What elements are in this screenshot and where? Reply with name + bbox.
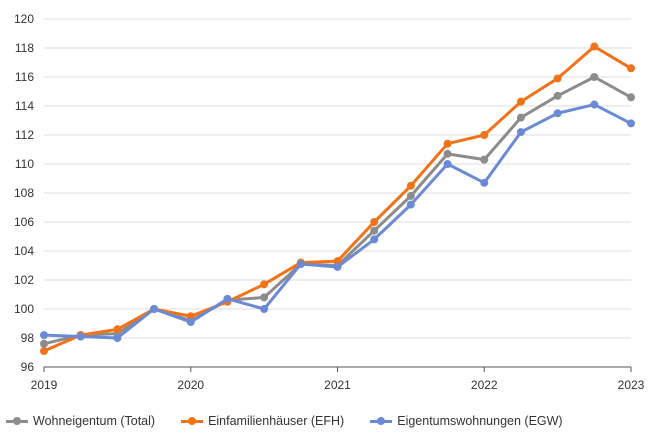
data-point (40, 339, 48, 348)
legend-label: Eigentumswohnungen (EGW) (397, 414, 563, 428)
x-tick-labels: 2019 2020 2021 2022 2023 (31, 378, 645, 392)
y-tick-label: 96 (21, 360, 35, 374)
data-point (590, 42, 599, 51)
data-point (516, 128, 525, 137)
data-point (406, 200, 415, 209)
data-point (186, 312, 195, 321)
y-tick-label: 118 (15, 41, 34, 55)
y-tick-labels: 96 98 100 102 104 106 108 110 112 114 116 118 120 (14, 12, 34, 374)
legend-label: Einfamilienhäuser (EFH) (208, 414, 345, 428)
data-point (113, 334, 122, 342)
data-point (186, 318, 195, 327)
y-tick-label: 120 (14, 12, 34, 26)
data-point (223, 294, 232, 303)
line-chart: 96 98 100 102 104 106 108 110 112 114 116 118 120 20… (14, 12, 645, 392)
y-tick-label: 106 (14, 215, 34, 229)
data-point (480, 155, 489, 164)
data-point (553, 74, 562, 83)
data-point (370, 235, 379, 244)
data-point (260, 305, 269, 313)
y-tick-label: 110 (15, 157, 34, 171)
data-point (296, 260, 305, 269)
data-point (590, 73, 599, 81)
legend-item: Eigentumswohnungen (EGW) (370, 414, 563, 428)
x-tick-label: 2021 (324, 378, 351, 392)
x-tick-label: 2019 (31, 378, 58, 392)
y-tick-label: 114 (15, 99, 34, 113)
series-line (42, 75, 633, 346)
legend-swatch (181, 417, 204, 425)
data-point (370, 218, 379, 226)
x-tick-label: 2020 (177, 378, 204, 392)
data-point (40, 331, 48, 340)
legend-label: Wohneigentum (Total) (33, 414, 156, 428)
x-axis (43, 366, 632, 372)
gridlines (44, 18, 631, 339)
series-1 (40, 73, 635, 348)
data-point (516, 97, 525, 106)
series-2 (40, 42, 635, 356)
y-tick-label: 102 (14, 273, 34, 287)
data-point (40, 347, 48, 356)
data-point (553, 91, 562, 100)
data-point (480, 131, 489, 139)
series-line (42, 45, 633, 353)
data-point (370, 226, 379, 235)
legend-swatch (6, 417, 28, 425)
y-tick-label: 112 (15, 128, 34, 142)
data-point (260, 293, 269, 302)
y-tick-label: 100 (14, 302, 34, 316)
series-lines (40, 42, 635, 356)
series-line (42, 103, 633, 340)
data-point (443, 139, 452, 148)
data-point (333, 257, 342, 266)
data-point (150, 305, 159, 313)
data-point (627, 93, 635, 102)
data-point (627, 119, 635, 128)
data-point (260, 280, 269, 289)
y-tick-label: 98 (21, 331, 35, 345)
data-point (443, 149, 452, 158)
series-3 (40, 100, 635, 342)
y-tick-label: 108 (14, 186, 34, 200)
legend-item: Wohneigentum (Total) (6, 414, 155, 428)
y-tick-label: 116 (15, 70, 34, 84)
data-point (553, 109, 562, 118)
data-point (76, 332, 85, 341)
data-point (480, 178, 489, 187)
x-tick-label: 2022 (471, 378, 498, 392)
data-point (113, 325, 122, 334)
y-tick-label: 104 (14, 244, 34, 258)
data-point (627, 64, 635, 73)
legend-item: Einfamilienhäuser (EFH) (181, 414, 344, 428)
x-tick-label: 2023 (618, 378, 645, 392)
legend-swatch (370, 417, 393, 425)
data-point (333, 262, 342, 271)
legend: Wohneigentum (Total) Einfamilienhäuser (E… (6, 414, 589, 428)
data-point (406, 181, 415, 190)
data-point (590, 100, 599, 109)
data-point (516, 113, 525, 122)
data-point (443, 160, 452, 168)
data-point (406, 191, 415, 200)
